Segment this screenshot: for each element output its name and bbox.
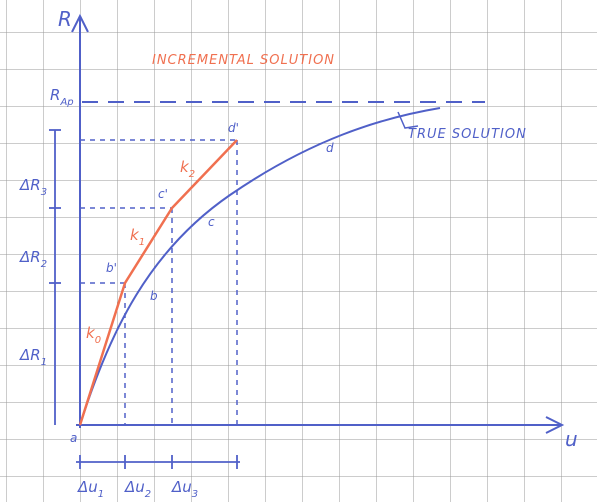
stiffness-sub: 0	[95, 335, 101, 346]
point-label: c	[208, 215, 215, 229]
displacement-increment-main: Δu	[124, 478, 145, 496]
point-label: d	[326, 141, 334, 155]
load-increment-main: ΔR	[19, 176, 41, 194]
y-label: R	[58, 7, 72, 31]
load-increment-sub: 2	[41, 259, 47, 270]
displacement-increment-main: Δu	[77, 478, 98, 496]
limit-label-main: R	[50, 86, 60, 104]
stiffness-sub: 1	[139, 237, 145, 248]
load-increment-main: ΔR	[19, 248, 41, 266]
load-increment-sub: 3	[41, 187, 47, 198]
displacement-increment-main: Δu	[171, 478, 192, 496]
true-label: TRUE SOLUTION	[408, 127, 527, 142]
limit-label-sub: Ap	[59, 97, 73, 108]
displacement-increment-sub: 3	[192, 489, 198, 500]
displacement-increment-sub: 2	[145, 489, 151, 500]
diagram: RuRApINCREMENTAL SOLUTIONTRUE SOLUTIONΔR…	[0, 0, 597, 502]
point-label: c'	[158, 187, 168, 201]
grid-paper	[0, 0, 597, 502]
load-increment-main: ΔR	[19, 346, 41, 364]
point-label: a	[70, 431, 77, 445]
load-increment-sub: 1	[41, 357, 47, 368]
point-label: b'	[106, 261, 117, 275]
point-label: b	[150, 289, 158, 303]
point-label: d'	[228, 121, 239, 135]
x-label: u	[565, 427, 578, 451]
displacement-increment-sub: 1	[98, 489, 104, 500]
stiffness-sub: 2	[189, 169, 195, 180]
incremental-label: INCREMENTAL SOLUTION	[152, 53, 335, 68]
